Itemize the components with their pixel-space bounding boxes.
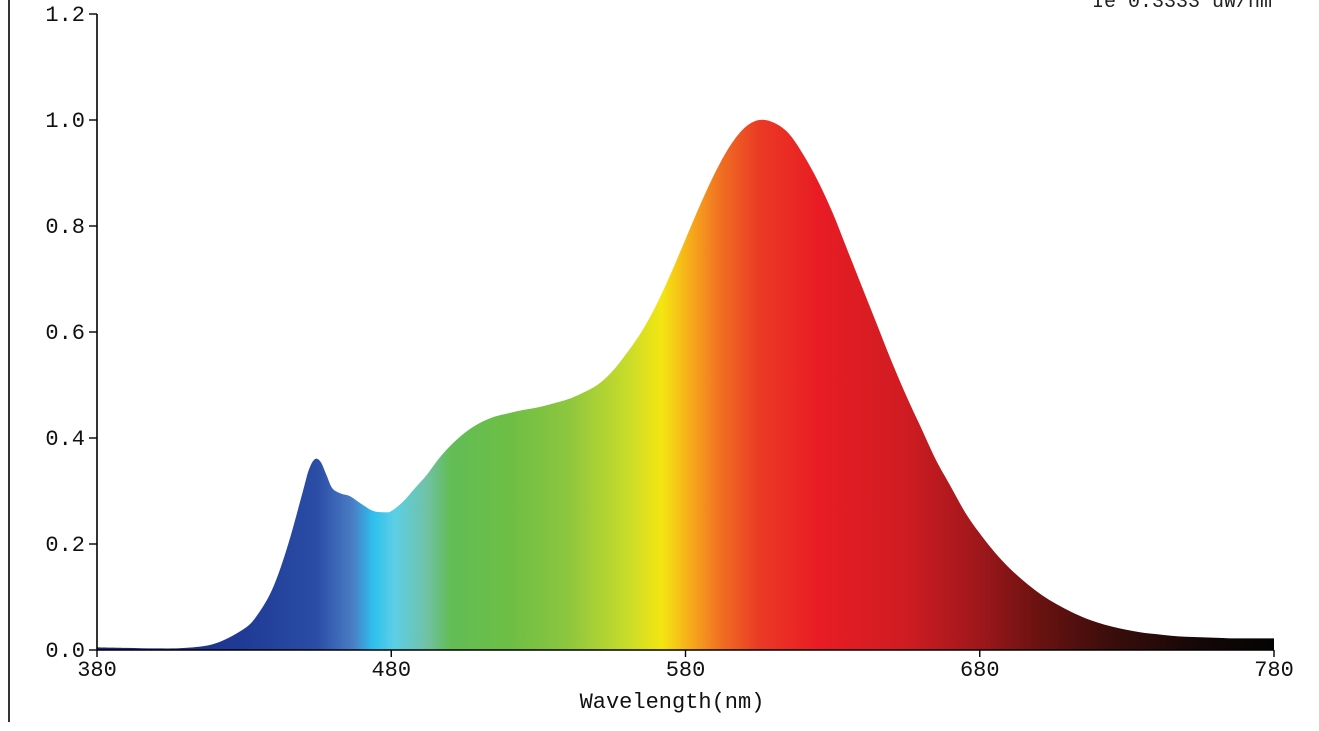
x-tick-label: 680 (960, 658, 1000, 683)
y-tick-label: 0.8 (45, 215, 85, 240)
x-tick-label: 580 (666, 658, 706, 683)
y-tick-label: 0.0 (45, 639, 85, 664)
y-axis-ticks: 0.0 0.2 0.4 0.6 0.8 1.0 1.2 (45, 3, 97, 664)
spectrum-area (97, 119, 1274, 650)
corner-note: Ie 0.3333 uW/nm (1092, 0, 1272, 14)
x-tick-label: 380 (77, 658, 117, 683)
y-tick-label: 0.2 (45, 533, 85, 558)
y-tick-label: 1.0 (45, 109, 85, 134)
y-tick-label: 0.4 (45, 427, 85, 452)
x-axis-title: Wavelength(nm) (580, 690, 765, 715)
y-tick-label: 0.6 (45, 321, 85, 346)
x-tick-label: 480 (371, 658, 411, 683)
y-tick-label: 1.2 (45, 3, 85, 28)
x-tick-label: 780 (1254, 658, 1294, 683)
x-axis-ticks: 380 480 580 680 780 (77, 650, 1294, 683)
